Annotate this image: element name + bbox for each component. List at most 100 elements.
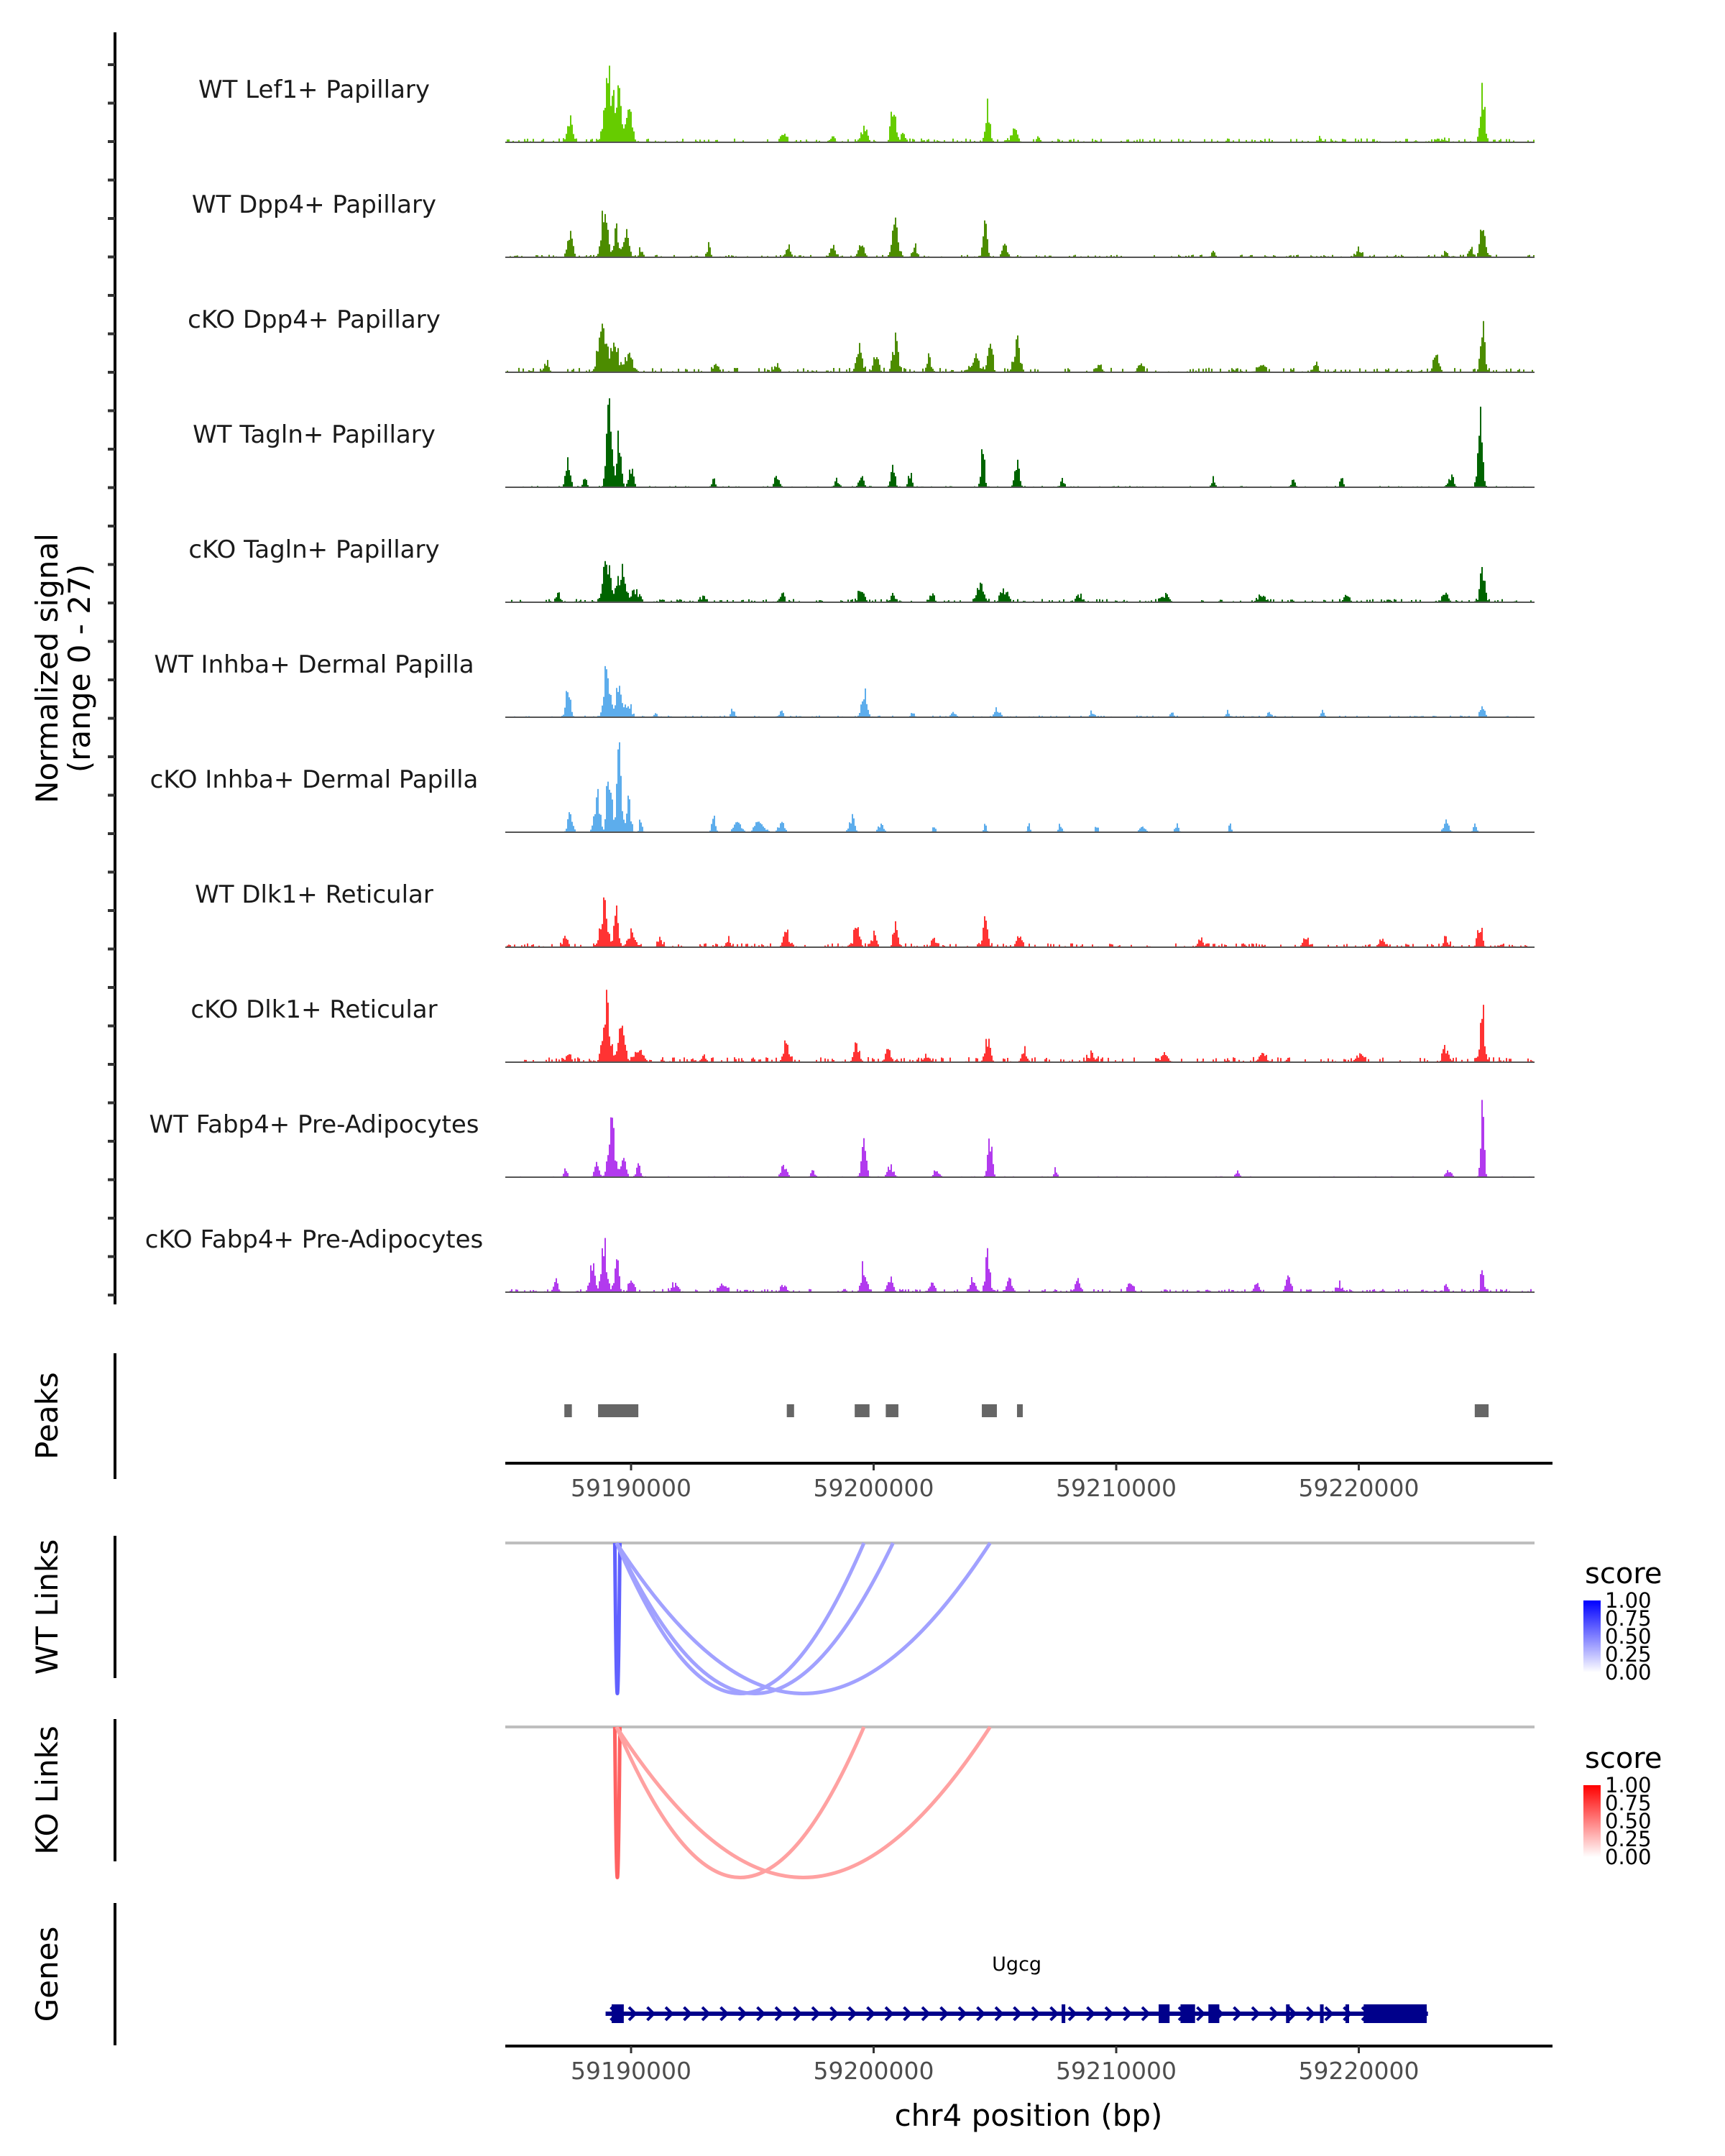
legend-tick-label: 0.75	[1605, 1791, 1652, 1815]
peak-region	[564, 1404, 572, 1417]
strand-arrow-icon	[1287, 2006, 1297, 2022]
strand-arrow-icon	[994, 2006, 1004, 2022]
strand-arrow-icon	[829, 2006, 840, 2022]
strand-arrow-icon	[957, 2006, 967, 2022]
exon	[1159, 2004, 1170, 2023]
track-label: cKO Tagln+ Papillary	[188, 535, 439, 564]
strand-arrow-icon	[976, 2006, 986, 2022]
coverage-track: WT Inhba+ Dermal Papilla	[154, 650, 1535, 718]
peak-region	[1016, 1404, 1023, 1417]
strand-arrow-icon	[866, 2006, 876, 2022]
strand-arrow-icon	[627, 2006, 638, 2022]
strand-arrow-icon	[903, 2006, 913, 2022]
exon	[1286, 2004, 1290, 2023]
strand-arrow-icon	[701, 2006, 711, 2022]
legend-tick-label: 0.75	[1605, 1606, 1652, 1631]
coverage-signal	[505, 211, 1535, 257]
x-axis-title: chr4 position (bp)	[895, 2098, 1163, 2133]
ko-legend-colorbar	[1583, 1785, 1601, 1857]
ko-links-track	[505, 1726, 1535, 1879]
peak-region	[886, 1404, 898, 1417]
track-label: cKO Inhba+ Dermal Papilla	[150, 765, 479, 794]
ko-links-label: KO Links	[29, 1726, 65, 1855]
coverage-track: WT Dlk1+ Reticular	[195, 880, 1535, 948]
strand-arrow-icon	[1086, 2006, 1096, 2022]
wt-links-legend: score 1.000.750.500.250.00	[1583, 1557, 1662, 1685]
wt-legend-title: score	[1585, 1557, 1662, 1590]
coverage-ylabel-line1: Normalized signal	[29, 533, 65, 803]
x-tick-label: 59220000	[1299, 1474, 1420, 1502]
exon	[611, 2004, 624, 2023]
legend-tick-label: 0.25	[1605, 1827, 1652, 1851]
strand-arrow-icon	[811, 2006, 821, 2022]
legend-tick-label: 0.25	[1605, 1642, 1652, 1667]
exon	[1062, 2004, 1066, 2023]
strand-arrow-icon	[1123, 2006, 1133, 2022]
wt-links-label: WT Links	[29, 1539, 65, 1674]
x-tick-label: 59220000	[1299, 2057, 1420, 2085]
legend-tick-label: 1.00	[1605, 1773, 1652, 1797]
peak-region	[1474, 1404, 1489, 1417]
strand-arrow-icon	[1196, 2006, 1206, 2022]
link-arc	[615, 1726, 992, 1879]
coverage-tracks: WT Lef1+ Papillary WT Dpp4+ Papillary cKO …	[145, 65, 1535, 1293]
coverage-track: WT Dpp4+ Papillary	[192, 190, 1535, 258]
coverage-signal	[505, 665, 1535, 717]
x-ticks-bottom: 59190000 59200000 59210000 59220000	[571, 2046, 1419, 2085]
strand-arrow-icon	[1141, 2006, 1151, 2022]
x-tick-label: 59210000	[1056, 1474, 1177, 1502]
strand-arrow-icon	[793, 2006, 803, 2022]
peaks-track	[564, 1404, 1489, 1417]
coverage-signal	[505, 321, 1535, 372]
strand-arrow-icon	[1013, 2006, 1023, 2022]
link-arc	[615, 1542, 992, 1695]
track-label: WT Dpp4+ Papillary	[192, 190, 436, 219]
coverage-signal	[505, 398, 1535, 487]
strand-arrow-icon	[1031, 2006, 1041, 2022]
coverage-track: WT Fabp4+ Pre-Adipocytes	[150, 1100, 1535, 1178]
coverage-signal	[505, 990, 1535, 1062]
coverage-signal	[505, 65, 1535, 142]
coverage-signal	[505, 561, 1535, 602]
link-arc	[612, 1726, 622, 1879]
link-arc	[615, 1726, 866, 1879]
peaks-label: Peaks	[29, 1372, 65, 1460]
strand-arrow-icon	[683, 2006, 693, 2022]
track-label: WT Dlk1+ Reticular	[195, 880, 433, 909]
peak-region	[982, 1404, 997, 1417]
coverage-track: cKO Inhba+ Dermal Papilla	[150, 742, 1535, 833]
strand-arrow-icon	[1104, 2006, 1114, 2022]
genes-label: Genes	[29, 1927, 65, 2022]
exon	[1320, 2004, 1324, 2023]
wt-legend-colorbar	[1583, 1600, 1601, 1672]
peak-region	[598, 1404, 639, 1417]
strand-arrow-icon	[1067, 2006, 1077, 2022]
coverage-track: cKO Dlk1+ Reticular	[190, 990, 1535, 1063]
coverage-track: cKO Tagln+ Papillary	[188, 535, 1535, 603]
legend-tick-label: 0.00	[1605, 1845, 1652, 1869]
track-label: WT Lef1+ Papillary	[198, 75, 430, 104]
x-tick-label: 59190000	[571, 1474, 691, 1502]
strand-arrow-icon	[847, 2006, 857, 2022]
genes-track: Ugcg	[605, 1953, 1428, 2023]
track-label: WT Tagln+ Papillary	[193, 420, 436, 449]
track-label: cKO Dpp4+ Papillary	[188, 305, 441, 334]
coverage-signal	[505, 1238, 1535, 1292]
x-tick-label: 59210000	[1056, 2057, 1177, 2085]
coverage-track: WT Lef1+ Papillary	[198, 65, 1535, 143]
strand-arrow-icon	[921, 2006, 931, 2022]
strand-arrow-icon	[1324, 2006, 1334, 2022]
legend-tick-label: 0.50	[1605, 1624, 1652, 1649]
peak-region	[855, 1404, 870, 1417]
gene-name: Ugcg	[992, 1953, 1041, 1976]
link-arc	[612, 1542, 622, 1695]
x-tick-label: 59190000	[571, 2057, 691, 2085]
link-arc	[615, 1542, 866, 1695]
coverage-signal	[505, 742, 1535, 832]
coverage-signal	[505, 897, 1535, 947]
track-label: cKO Dlk1+ Reticular	[190, 995, 437, 1024]
strand-arrow-icon	[737, 2006, 748, 2022]
strand-arrow-icon	[1251, 2006, 1261, 2022]
ko-links-legend: score 1.000.750.500.250.00	[1583, 1742, 1662, 1869]
strand-arrow-icon	[884, 2006, 894, 2022]
